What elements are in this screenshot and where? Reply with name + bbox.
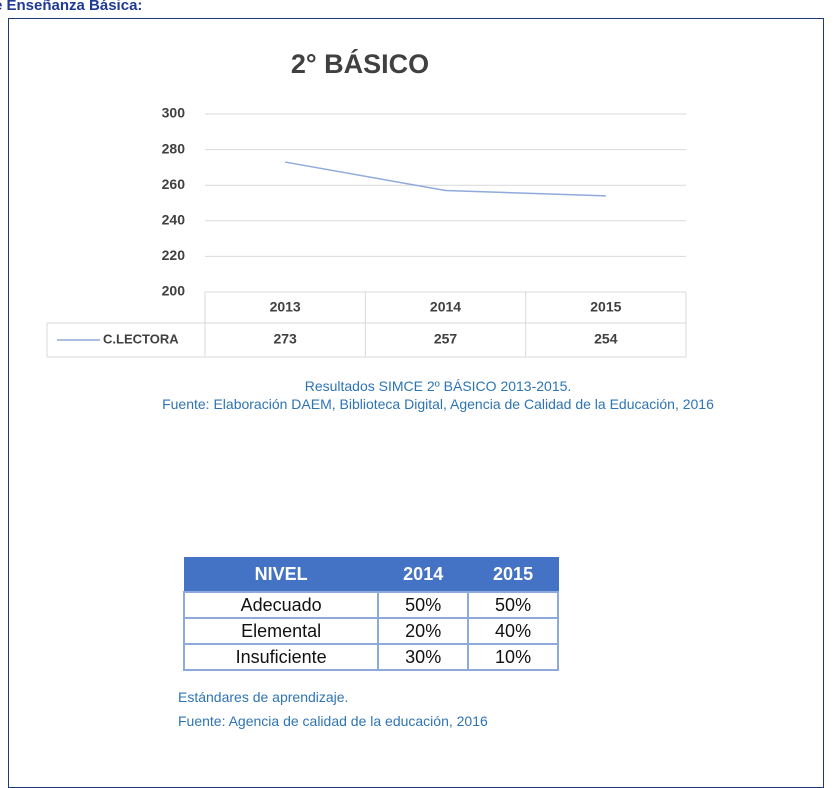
y-tick-label: 300 [162,105,186,121]
data-table-value: 257 [434,331,458,347]
table-cell: Elemental [182,617,380,645]
table-cell: 40% [467,617,559,645]
table-row: Elemental 20% 40% [182,617,559,645]
y-tick-label: 200 [162,283,186,299]
table-body: Adecuado 50% 50% Elemental 20% 40% Insuficient… [182,591,559,671]
series-line [285,161,606,197]
table-cell: 30% [377,643,470,671]
x-tick-label: 2014 [430,299,461,315]
table-cell: 10% [467,643,559,671]
table-cell: Insuficiente [182,643,380,671]
legend-label: C.LECTORA [103,331,179,346]
table-row: Insuficiente 30% 10% [182,643,559,671]
header-title: e Enseñanza Básica: [0,0,143,14]
data-table-value: 273 [273,331,297,347]
x-tick-label: 2013 [270,299,301,315]
table-cell: 50% [377,591,470,619]
y-tick-label: 260 [162,176,186,192]
y-tick-label: 240 [162,212,186,228]
table-cell: 50% [467,591,559,619]
caption: Fuente: Elaboración DAEM, Biblioteca Dig… [162,396,714,412]
caption: Estándares de aprendizaje. [178,689,349,705]
data-table-value: 254 [594,331,618,347]
table-cell: 20% [377,617,470,645]
header-cell: NIVEL [183,557,379,593]
chart: 2° BÁSICO 200 220 240 260 280 300 2013 2014 2015… [46,48,687,358]
header-cell: 2014 [377,557,469,593]
header-cell: 2015 [467,557,559,593]
table-cell: Adecuado [182,591,380,619]
levels-table: NIVEL 2014 2015 Adecuado 50% 50% Elemental 20% 4… [182,557,559,671]
table-header: NIVEL 2014 2015 [183,557,559,593]
table-row: Adecuado 50% 50% [182,591,559,619]
y-tick-label: 220 [162,247,186,263]
y-tick-label: 280 [162,140,186,156]
chart-title: 2° BÁSICO [291,48,429,79]
x-tick-label: 2015 [590,299,621,315]
caption: Fuente: Agencia de calidad de la educaci… [178,713,488,729]
caption: Resultados SIMCE 2º BÁSICO 2013-2015. [304,378,572,394]
